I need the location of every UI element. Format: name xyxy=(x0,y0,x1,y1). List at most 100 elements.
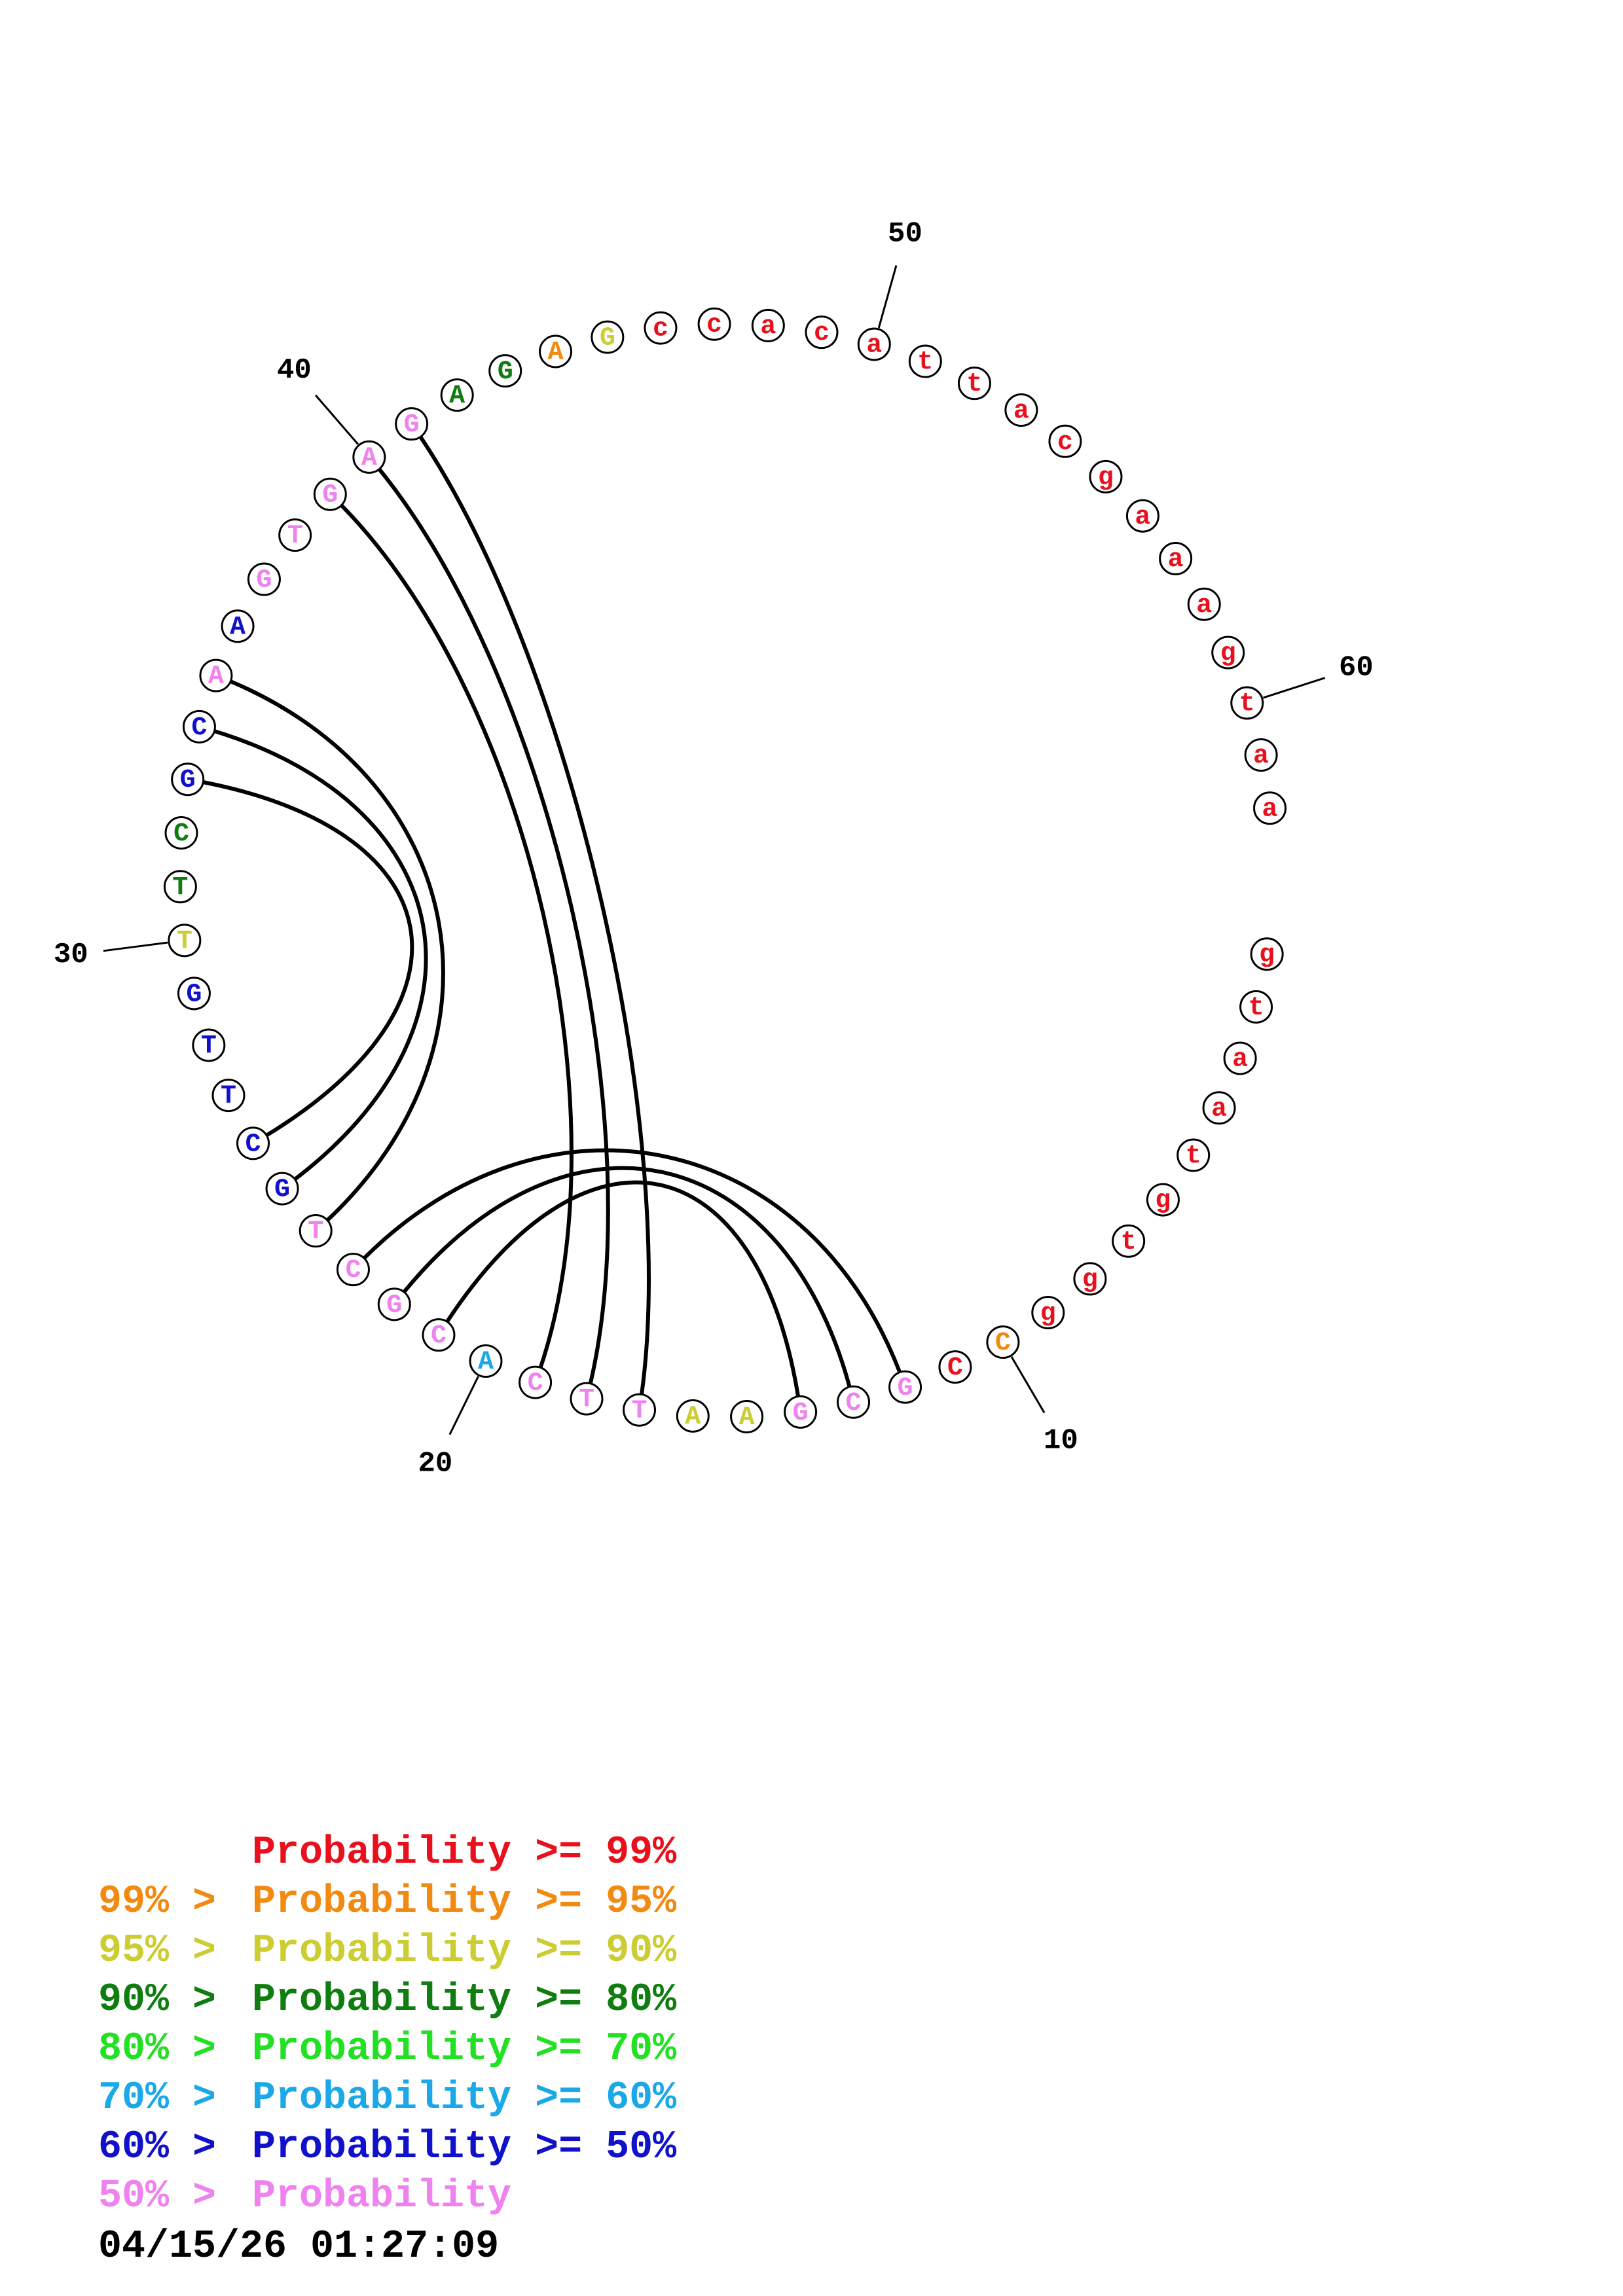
index-tick-50 xyxy=(877,265,898,329)
nucleotide-51: t xyxy=(908,344,942,378)
nucleotide-letter: g xyxy=(1220,639,1236,669)
nucleotide-circle xyxy=(199,658,233,692)
nucleotide-62: a xyxy=(1253,791,1287,825)
base-pair-arc-18-40 xyxy=(367,456,610,1399)
timestamp: 04/15/26 01:27:09 xyxy=(98,2225,500,2269)
nucleotide-circle xyxy=(177,977,211,1011)
nucleotide-circle xyxy=(182,709,216,744)
nucleotide-letter: C xyxy=(431,1321,447,1351)
nucleotide-circle xyxy=(163,870,197,904)
nucleotide-60: t xyxy=(1230,686,1264,720)
nucleotide-letter: C xyxy=(191,713,207,743)
nucleotide-letter: a xyxy=(1196,591,1212,620)
nucleotide-circle xyxy=(1211,636,1245,670)
nucleotide-letter: c xyxy=(653,315,668,344)
base-pair-arc-14-21 xyxy=(437,1180,803,1412)
nucleotide-40: A xyxy=(352,440,386,474)
nucleotide-50: a xyxy=(857,327,891,361)
base-pair-arc-12-23 xyxy=(352,1148,907,1388)
nucleotide-letter: t xyxy=(1121,1228,1137,1257)
nucleotide-letter: T xyxy=(631,1397,647,1426)
nucleotide-letter: a xyxy=(866,331,882,360)
nucleotide-circle xyxy=(986,1325,1020,1359)
nucleotide-circle xyxy=(1244,738,1278,772)
nucleotide-letter: T xyxy=(221,1082,236,1111)
nucleotide-letter: G xyxy=(386,1291,402,1320)
base-pair-arc-13-22 xyxy=(392,1166,856,1403)
nucleotide-49: c xyxy=(805,315,839,350)
nucleotide-letter: g xyxy=(1040,1299,1056,1329)
nucleotide-circle xyxy=(236,1126,270,1160)
nucleotide-21: C xyxy=(422,1318,456,1352)
index-label-10: 10 xyxy=(1044,1425,1078,1458)
nucleotide-26: C xyxy=(236,1126,270,1160)
nucleotide-letter: G xyxy=(256,566,272,596)
nucleotide-33: G xyxy=(171,762,205,797)
nucleotide-circle xyxy=(313,477,347,511)
nucleotide-letter: a xyxy=(1262,795,1278,824)
nucleotide-47: c xyxy=(697,307,731,341)
nucleotide-57: a xyxy=(1159,541,1193,575)
nucleotide-letter: a xyxy=(1135,503,1150,532)
nucleotide-letter: C xyxy=(995,1329,1011,1358)
nucleotide-circle xyxy=(1187,587,1221,621)
base-pair-arc-25-34 xyxy=(198,725,428,1191)
nucleotide-letter: G xyxy=(274,1175,290,1205)
nucleotide-letter: G xyxy=(793,1399,809,1428)
nucleotide-44: A xyxy=(539,334,573,368)
nucleotide-circle xyxy=(1223,1041,1257,1075)
nucleotide-circle xyxy=(336,1253,370,1287)
nucleotide-circle xyxy=(908,344,942,378)
index-tick-30 xyxy=(103,941,168,952)
nucleotide-circle xyxy=(837,1385,871,1419)
nucleotide-letter: t xyxy=(1249,994,1264,1023)
nucleotide-letter: C xyxy=(528,1369,543,1399)
nucleotide-letter: c xyxy=(706,311,722,340)
nucleotide-letter: a xyxy=(1253,742,1269,771)
nucleotide-letter: t xyxy=(966,370,982,399)
nucleotide-9: g xyxy=(1031,1296,1065,1330)
nucleotide-19: C xyxy=(519,1365,553,1399)
nucleotide-circle xyxy=(539,334,573,368)
nucleotide-letter: C xyxy=(345,1256,361,1285)
nucleotide-letter: C xyxy=(846,1389,862,1418)
nucleotide-circle xyxy=(1159,541,1193,575)
index-tick-40 xyxy=(314,394,359,445)
nucleotide-letter: c xyxy=(1057,428,1073,457)
base-pair-arc-26-33 xyxy=(187,777,414,1145)
nucleotide-letter: T xyxy=(201,1032,217,1062)
nucleotide-letter: A xyxy=(739,1403,755,1433)
nucleotide-letter: G xyxy=(600,324,615,353)
nucleotide-circle xyxy=(247,562,281,596)
nucleotide-letter: a xyxy=(1013,397,1029,426)
nucleotide-circle xyxy=(784,1395,818,1429)
nucleotide-circle xyxy=(1176,1138,1211,1172)
nucleotide-circle xyxy=(938,1350,972,1384)
nucleotide-13: C xyxy=(837,1385,871,1419)
nucleotide-letter: G xyxy=(898,1374,913,1403)
nucleotide-48: a xyxy=(751,308,785,342)
nucleotide-circle xyxy=(805,315,839,350)
nucleotide-42: A xyxy=(440,378,474,412)
index-tick-60 xyxy=(1263,677,1326,699)
nucleotide-circle xyxy=(422,1318,456,1352)
nucleotide-4: a xyxy=(1202,1091,1236,1125)
nucleotide-letter: A xyxy=(208,662,224,692)
nucleotide-circle xyxy=(1146,1183,1180,1217)
nucleotide-circle xyxy=(1089,459,1123,493)
nucleotide-circle xyxy=(1253,791,1287,825)
base-pair-arc-24-35 xyxy=(215,673,445,1232)
nucleotide-circle xyxy=(1048,424,1082,458)
nucleotide-letter: G xyxy=(404,410,420,440)
nucleotide-circle xyxy=(171,762,205,797)
nucleotide-36: A xyxy=(221,609,255,643)
nucleotide-letter: G xyxy=(498,357,513,387)
nucleotide-letter: t xyxy=(1186,1142,1201,1172)
nucleotide-27: T xyxy=(211,1079,246,1113)
nucleotide-45: G xyxy=(591,320,625,354)
nucleotide-letter: G xyxy=(322,481,338,511)
nucleotide-circle xyxy=(221,609,255,643)
index-labels: 10 20 30 40 50 60 xyxy=(54,217,1374,1480)
nucleotide-59: g xyxy=(1211,636,1245,670)
index-tick-10 xyxy=(1010,1356,1046,1414)
